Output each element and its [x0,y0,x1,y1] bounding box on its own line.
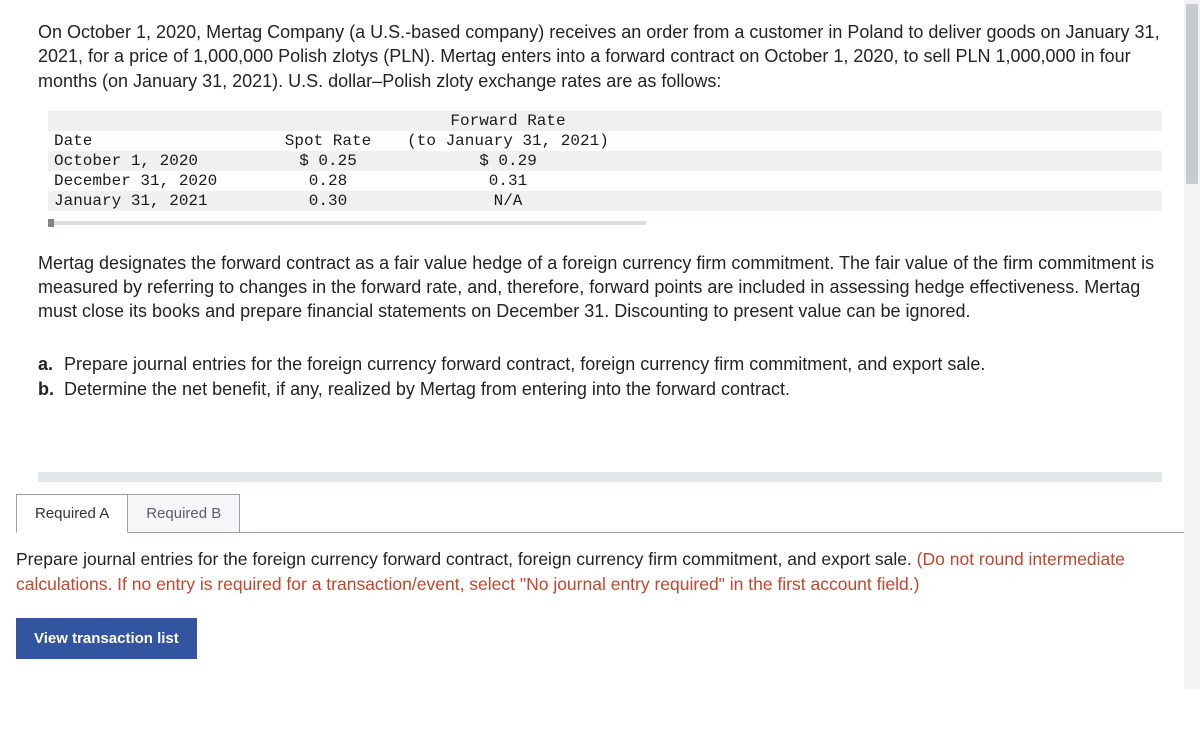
intro-paragraph: On October 1, 2020, Mertag Company (a U.… [38,20,1162,93]
cell-fwd: $ 0.29 [388,151,628,171]
table-row: December 31, 2020 0.28 0.31 [48,171,1162,191]
table-row: January 31, 2021 0.30 N/A [48,191,1162,211]
question-a-label: a. [38,352,64,377]
question-list: a. Prepare journal entries for the forei… [38,352,1162,402]
vertical-scrollbar-track[interactable] [1184,0,1200,689]
table-scroll-track[interactable] [48,221,646,225]
tab-strip: Required A Required B [16,494,1162,533]
view-transaction-list-button[interactable]: View transaction list [16,618,197,659]
cell-spot: 0.30 [268,191,388,211]
cell-date: December 31, 2020 [48,171,268,191]
col-header-date: Date [48,131,268,151]
tab-required-a[interactable]: Required A [16,494,128,533]
question-b-text: Determine the net benefit, if any, reali… [64,377,790,402]
cell-spot: $ 0.25 [268,151,388,171]
cell-spot: 0.28 [268,171,388,191]
col-header-forward-1: Forward Rate [388,111,628,131]
tab-instruction: Prepare journal entries for the foreign … [16,547,1184,596]
instruction-main: Prepare journal entries for the foreign … [16,549,917,569]
cell-fwd: N/A [388,191,628,211]
question-a-text: Prepare journal entries for the foreign … [64,352,985,377]
answer-tab-area: Required A Required B Prepare journal en… [38,472,1162,659]
cell-date: January 31, 2021 [48,191,268,211]
vertical-scrollbar-thumb[interactable] [1186,4,1198,184]
col-header-forward-2: (to January 31, 2021) [388,131,628,151]
question-b-label: b. [38,377,64,402]
cell-fwd: 0.31 [388,171,628,191]
table-header-row-2: Date Spot Rate (to January 31, 2021) [48,131,1162,151]
problem-page: On October 1, 2020, Mertag Company (a U.… [0,0,1200,689]
col-header-spot: Spot Rate [268,131,388,151]
section-divider-bar [38,472,1162,482]
tab-required-b[interactable]: Required B [127,494,240,533]
table-row: October 1, 2020 $ 0.25 $ 0.29 [48,151,1162,171]
body-paragraph: Mertag designates the forward contract a… [38,251,1162,324]
exchange-rate-table: Forward Rate Date Spot Rate (to January … [48,111,1162,211]
cell-date: October 1, 2020 [48,151,268,171]
table-header-row-1: Forward Rate [48,111,1162,131]
